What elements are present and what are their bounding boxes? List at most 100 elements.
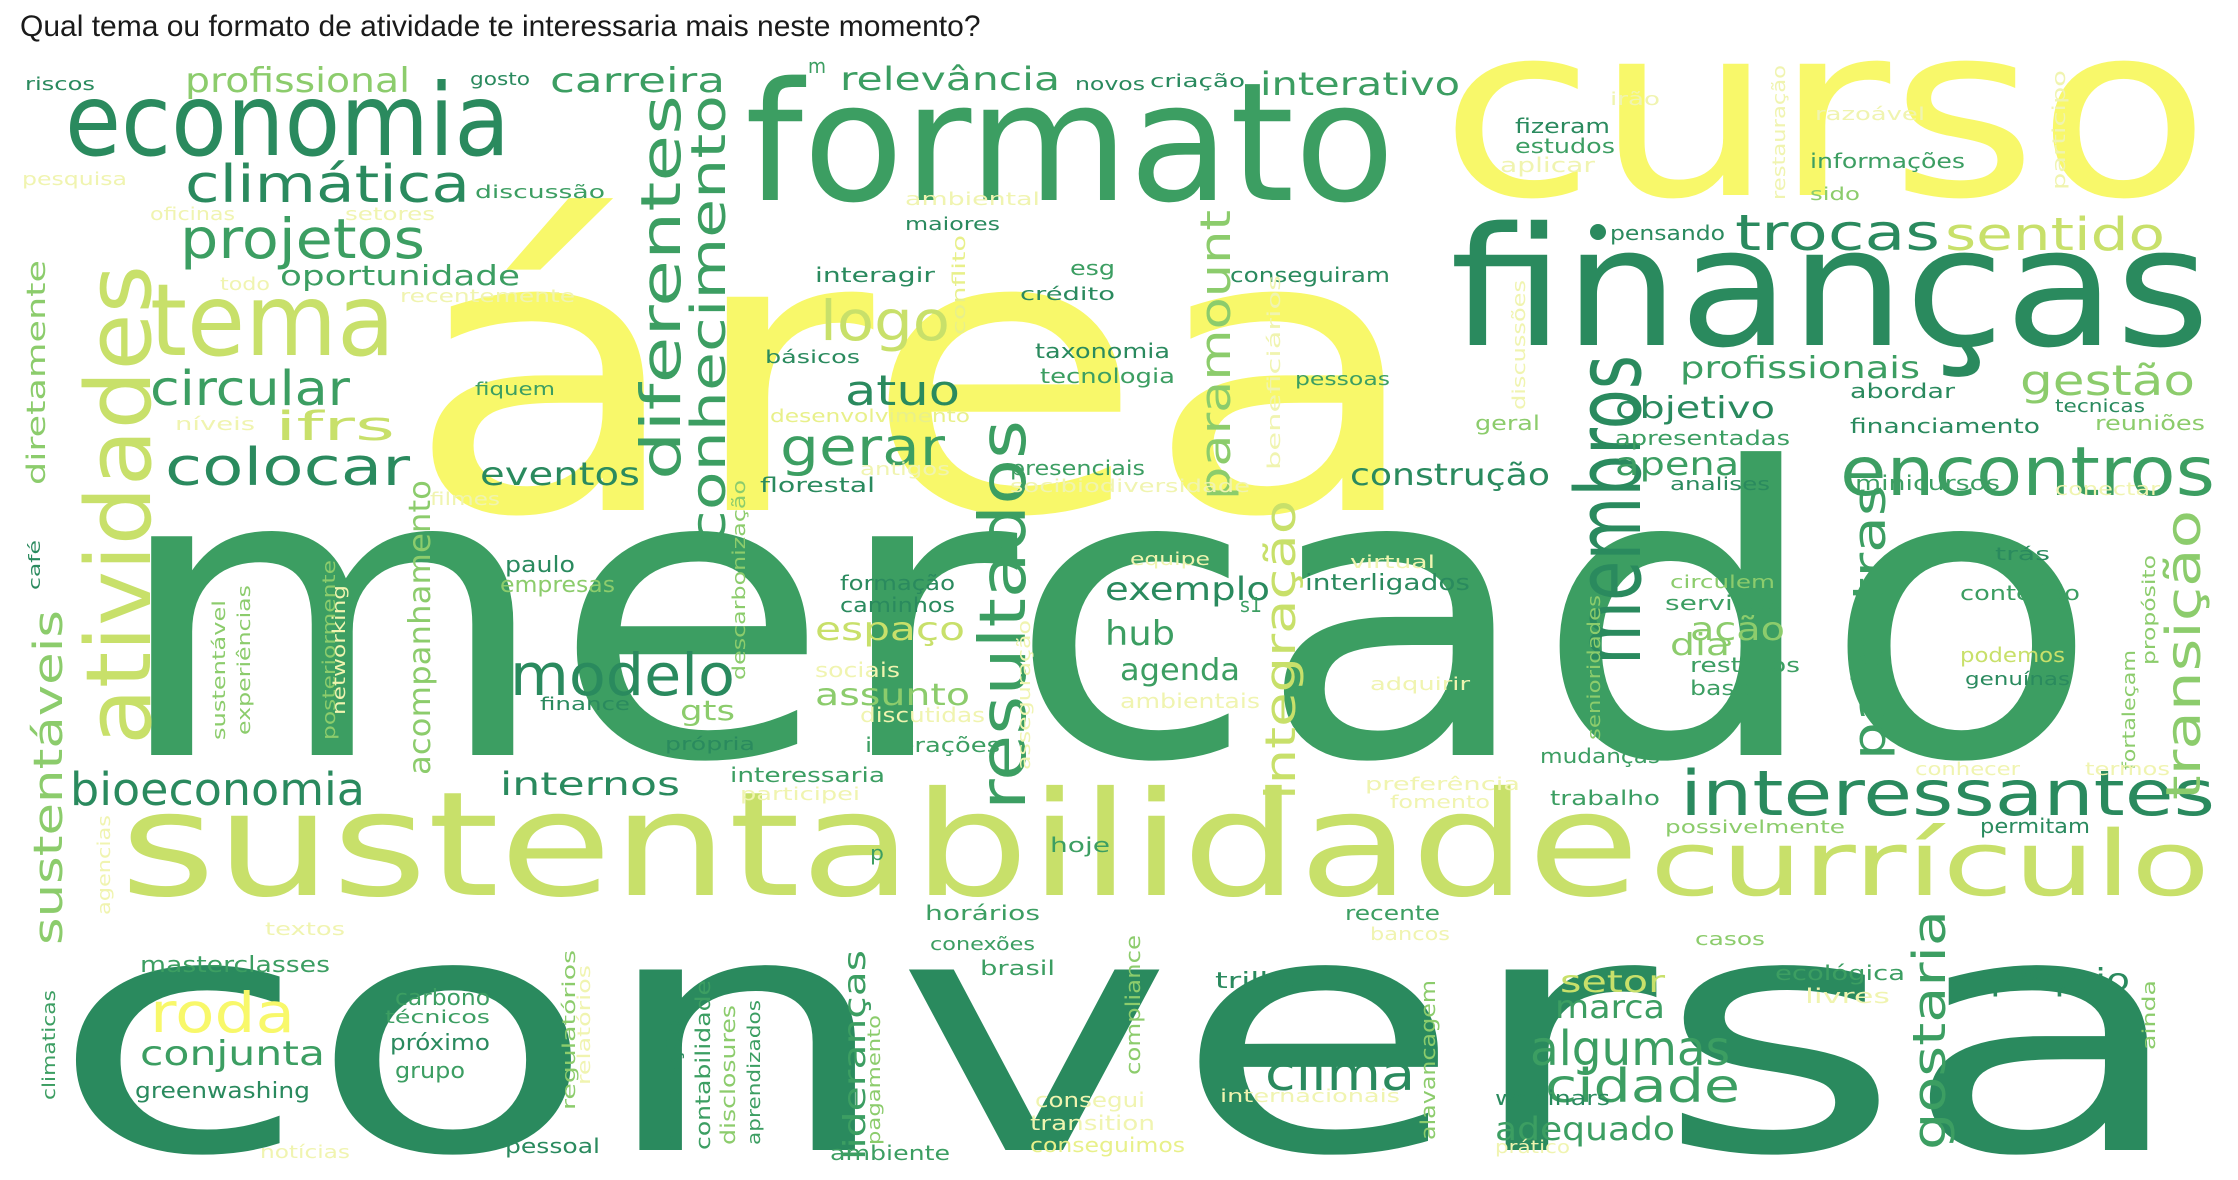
word-exemplo: exemplo bbox=[1105, 570, 1270, 608]
word-liderancas: lideranças bbox=[838, 950, 873, 1160]
word-interativo: interativo bbox=[1260, 65, 1460, 103]
word-hoje: hoje bbox=[1050, 833, 1110, 857]
word-pratico: prático bbox=[1495, 1137, 1570, 1158]
word-fizeram: fizeram bbox=[1515, 114, 1610, 138]
word-membros: membros bbox=[1557, 355, 1662, 665]
word-construcao: construção bbox=[1350, 458, 1550, 493]
word-credito: crédito bbox=[1020, 284, 1115, 305]
word-financiamento: financiamento bbox=[1850, 414, 2040, 438]
word-participei: participei bbox=[740, 784, 860, 805]
word-climaticas: climaticas bbox=[39, 990, 60, 1100]
word-antigos: antigos bbox=[860, 459, 950, 480]
word-marca: marca bbox=[1555, 988, 1665, 1026]
word-proprio: próprio bbox=[1990, 963, 2130, 998]
word-interessantes: interessantes bbox=[1680, 757, 2215, 830]
word-hub: hub bbox=[1105, 614, 1175, 654]
word-disclosures: disclosures bbox=[716, 1005, 740, 1145]
word-mercado: mercado bbox=[110, 385, 2100, 850]
word-carbono: carbono bbox=[395, 986, 490, 1011]
word-empresas: empresas bbox=[500, 573, 615, 598]
word-reunioes: reuniões bbox=[2095, 411, 2205, 435]
word-proposito: propósito bbox=[2139, 555, 2160, 665]
word-gerar: gerar bbox=[780, 418, 946, 478]
word-carreira: carreira bbox=[550, 61, 725, 101]
word-discussoes: discussões bbox=[1509, 280, 1530, 410]
word-informacoes: informações bbox=[1810, 149, 1965, 173]
word-taxonomia: taxonomia bbox=[1035, 339, 1170, 363]
word-descarbonizacao: descarbonização bbox=[729, 480, 750, 680]
word-possivelmente: possivelmente bbox=[1665, 817, 1845, 838]
word-asseguracao: asseguração bbox=[1014, 620, 1035, 770]
word-integracao: integração bbox=[1256, 500, 1305, 800]
word-mineracao: mineração bbox=[661, 1020, 685, 1150]
word-agencias: agencias bbox=[94, 815, 115, 915]
word-desenvolvimento: desenvolvimento bbox=[770, 406, 970, 427]
word-algumas: algumas bbox=[1530, 1021, 1730, 1077]
word-clima: clima bbox=[1265, 1046, 1415, 1102]
word-mudancas: mudanças bbox=[1540, 744, 1660, 768]
word-conseguiram: conseguiram bbox=[1230, 263, 1390, 287]
word-resultados: resultados bbox=[967, 420, 1041, 810]
word-apenas: apenas bbox=[1615, 445, 1760, 483]
word-restauracao: restauração bbox=[1769, 65, 1790, 200]
word-ainda: ainda bbox=[2139, 980, 2160, 1050]
word-acompanhamento: acompanhamento bbox=[403, 480, 438, 775]
word-ambiente: ambiente bbox=[830, 1141, 950, 1165]
word-sido: sido bbox=[1810, 184, 1860, 205]
word-gestao: gestão bbox=[2020, 356, 2195, 405]
word-adquirir: adquirir bbox=[1370, 674, 1471, 695]
word-razoavel: razoável bbox=[1815, 104, 1925, 125]
word-podemos: podemos bbox=[1960, 643, 2065, 667]
word-contabilidade: contabilidade bbox=[691, 980, 715, 1150]
word-equipe: equipe bbox=[1130, 549, 1210, 570]
word-internos: internos bbox=[500, 765, 680, 803]
word-relevancia: relevância bbox=[840, 60, 1060, 98]
word-alavancagem: alavancagem bbox=[1416, 980, 1440, 1140]
dot-mark bbox=[1590, 224, 1606, 240]
word-eventos: eventos bbox=[480, 455, 640, 493]
word-webinars: webinars bbox=[1495, 1086, 1610, 1110]
word-recentemente: recentemente bbox=[400, 286, 575, 307]
word-p: p bbox=[870, 841, 884, 865]
word-gts: gts bbox=[680, 694, 735, 727]
word-economia: economia bbox=[65, 62, 510, 179]
word-permitam: permitam bbox=[1980, 814, 2090, 838]
word-tecnologia: tecnologia bbox=[1040, 364, 1175, 388]
word-genuinas: genuínas bbox=[1965, 669, 2070, 690]
word-filmes: filmes bbox=[430, 489, 500, 510]
word-ifrs: ifrs bbox=[275, 404, 395, 450]
word-servicos: serviços bbox=[1665, 591, 1780, 615]
word-modelo: modelo bbox=[510, 641, 735, 709]
word-noticias: notícias bbox=[260, 1142, 350, 1163]
word-finance: finance bbox=[540, 694, 630, 715]
word-conseguimos: conseguimos bbox=[1030, 1133, 1185, 1157]
word-paramount: paramount bbox=[1191, 210, 1240, 500]
word-ambiental: ambiental bbox=[905, 189, 1040, 210]
word-oficinas: oficinas bbox=[150, 204, 235, 225]
word-esg: esg bbox=[1070, 256, 1115, 280]
word-financas: finanças bbox=[1450, 192, 2210, 384]
word-posteriormente: posteriormente bbox=[319, 560, 340, 740]
word-base: base bbox=[1690, 676, 1750, 700]
word-socibiodiversidade: socibiodiversidade bbox=[1010, 476, 1250, 497]
word-logo: logo bbox=[820, 289, 950, 353]
word-gostaria: gostaria bbox=[1903, 910, 1956, 1150]
word-propria: própria bbox=[665, 734, 755, 755]
word-m: m bbox=[808, 54, 826, 78]
word-compliance: compliance bbox=[1121, 935, 1145, 1075]
word-grupo: grupo bbox=[395, 1059, 465, 1084]
word-tecnicos: técnicos bbox=[385, 1007, 490, 1028]
word-setor: setor bbox=[1560, 965, 1666, 1000]
word-geral: geral bbox=[1475, 411, 1540, 435]
word-conhecer: conhecer bbox=[1915, 759, 2021, 780]
word-participo: participo bbox=[2049, 70, 2070, 190]
word-horarios: horários bbox=[925, 901, 1040, 925]
word-circulem: circulem bbox=[1670, 572, 1775, 593]
word-aprendizados: aprendizados bbox=[744, 1000, 765, 1145]
word-gosto: gosto bbox=[470, 69, 530, 90]
word-tema: tema bbox=[150, 262, 395, 379]
word-assunto: assunto bbox=[815, 678, 970, 713]
word-recente: recente bbox=[1345, 901, 1440, 925]
word-cidade: cidade bbox=[1545, 1059, 1740, 1113]
word-objetivo: objetivo bbox=[1615, 391, 1775, 426]
